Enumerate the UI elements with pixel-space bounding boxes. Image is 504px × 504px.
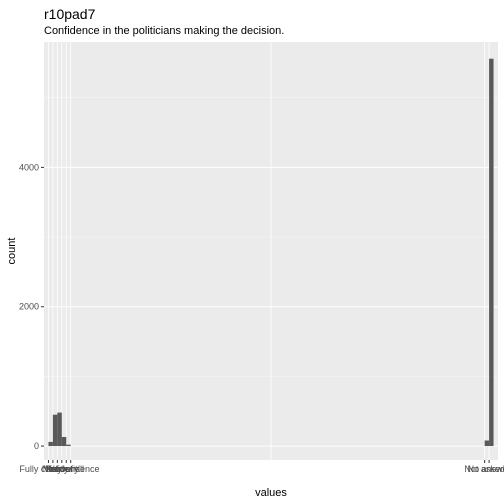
x-axis-title: values [255, 487, 287, 499]
x-tick-label: No confidence [42, 464, 100, 474]
x-tick-label: No answer [468, 464, 504, 474]
bar [489, 58, 494, 447]
x-tick-label: Fairly [46, 464, 68, 474]
y-axis-title: count [6, 238, 18, 265]
bar [57, 412, 62, 447]
x-tick-label: Very [44, 464, 63, 474]
x-tick-label: Not at all [48, 464, 84, 474]
bars [48, 58, 494, 447]
bar [484, 440, 490, 447]
chart-title: r10pad7 [44, 6, 96, 22]
bar [52, 414, 58, 447]
x-tick-label: Fully confident [19, 464, 78, 474]
bar [61, 437, 67, 447]
bar [48, 441, 53, 447]
chart-subtitle: Confidence in the politicians making the… [44, 25, 285, 37]
y-tick-label: 2000 [19, 302, 39, 312]
x-tick-label: Not asked [464, 464, 504, 474]
x-tick-label: Not very [45, 464, 79, 474]
y-tick-label: 0 [34, 441, 39, 451]
y-axis-ticks: 0 2000 4000 [19, 162, 44, 451]
bar [66, 444, 71, 447]
y-tick-label: 4000 [19, 162, 39, 172]
grid-major [44, 42, 498, 460]
